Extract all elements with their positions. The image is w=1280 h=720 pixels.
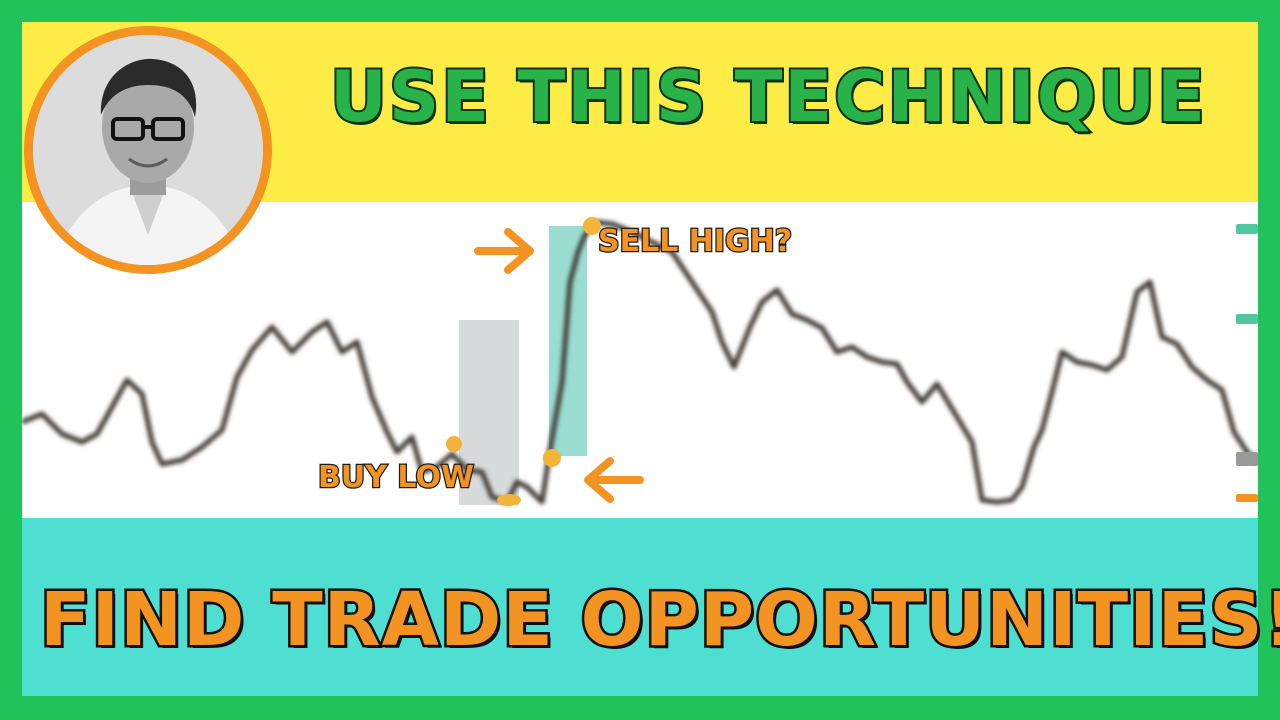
presenter-avatar xyxy=(24,26,272,274)
coin-marker xyxy=(446,436,462,452)
coin-marker xyxy=(497,494,521,506)
coin-marker xyxy=(543,449,561,467)
sell-high-label: SELL HIGH? xyxy=(597,223,794,261)
price-line xyxy=(22,219,1258,505)
call-to-action-text: FIND TRADE OPPORTUNITIES!! xyxy=(38,575,1280,666)
price-chart-svg xyxy=(22,217,1258,506)
arrow-right-icon xyxy=(474,228,534,274)
buy-low-label: BUY LOW xyxy=(317,459,476,497)
price-tag-top xyxy=(1236,224,1258,234)
buy-zone-highlight xyxy=(459,320,519,505)
presenter-photo xyxy=(33,35,263,265)
bottom-banner xyxy=(22,518,1258,696)
price-tag-mid xyxy=(1236,314,1258,324)
price-tag-bottom xyxy=(1236,494,1258,502)
price-tag-grey xyxy=(1236,452,1258,466)
price-chart xyxy=(22,202,1258,518)
headline-text: USE THIS TECHNIQUE xyxy=(328,54,1207,140)
arrow-left-icon xyxy=(584,457,644,503)
coin-marker xyxy=(583,217,601,235)
